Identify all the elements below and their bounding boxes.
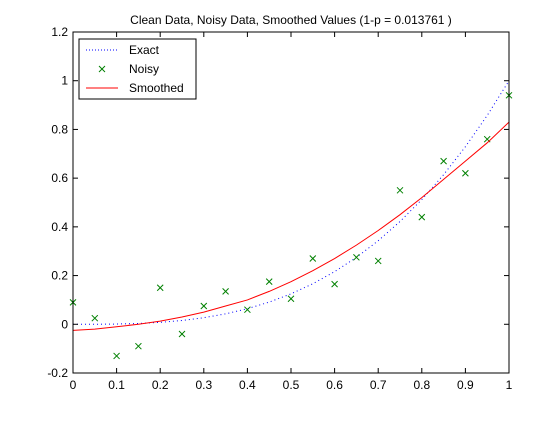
legend-noisy-swatch xyxy=(98,65,106,73)
x-tick-label: 1 xyxy=(506,378,513,392)
legend-noisy-label: Noisy xyxy=(129,62,159,76)
noisy-point xyxy=(374,257,382,265)
noisy-point xyxy=(222,288,229,295)
x-tick-label: 0.3 xyxy=(195,378,212,392)
legend-smoothed-label: Smoothed xyxy=(129,81,184,95)
noisy-point xyxy=(396,186,404,194)
series-layer xyxy=(69,80,513,360)
y-tick-label: -0.2 xyxy=(47,366,68,380)
noisy-point xyxy=(331,280,338,288)
legend-exact-label: Exact xyxy=(129,43,160,57)
noisy-point xyxy=(418,213,426,221)
chart-title: Clean Data, Noisy Data, Smoothed Values … xyxy=(130,13,452,27)
series-noisy xyxy=(69,91,513,360)
legend: Exact Noisy Smoothed xyxy=(78,38,197,100)
noisy-point xyxy=(287,295,295,303)
y-tick-label: 0.6 xyxy=(51,171,68,185)
x-tick-label: 0.2 xyxy=(152,378,169,392)
y-tick-label: 0.8 xyxy=(51,122,68,136)
noisy-point xyxy=(440,157,447,165)
noisy-point xyxy=(156,284,164,292)
y-tick-label: 0 xyxy=(61,317,68,331)
noisy-point xyxy=(244,306,251,314)
y-tick-label: 1.2 xyxy=(51,25,68,39)
noisy-point xyxy=(200,302,208,310)
x-tick-label: 0.1 xyxy=(108,378,125,392)
noisy-point xyxy=(178,330,186,338)
noisy-point xyxy=(135,342,142,350)
noisy-point xyxy=(265,278,273,286)
smoothed-line xyxy=(72,121,510,331)
noisy-point xyxy=(113,352,120,360)
series-smoothed xyxy=(72,121,510,331)
noisy-point xyxy=(353,253,360,261)
ticks-layer: 0 0.1 0.2 0.3 0.4 0.5 0.6 0.7 0.8 0.9 1-0.200.20.4… xyxy=(47,25,512,392)
noisy-point xyxy=(309,255,317,262)
y-tick-label: 0.2 xyxy=(51,269,68,283)
x-tick-label: 0.9 xyxy=(457,378,474,392)
x-tick-label: 0.6 xyxy=(326,378,343,392)
x-tick-label: 0.4 xyxy=(239,378,256,392)
legend-box xyxy=(78,38,197,100)
y-tick-label: 0.4 xyxy=(51,220,68,234)
noisy-point xyxy=(462,169,469,177)
noisy-point xyxy=(91,314,99,322)
x-tick-label: 0 xyxy=(70,378,77,392)
x-tick-label: 0.8 xyxy=(413,378,430,392)
y-tick-label: 1 xyxy=(61,74,68,88)
x-tick-label: 0.7 xyxy=(370,378,387,392)
x-tick-label: 0.5 xyxy=(283,378,300,392)
